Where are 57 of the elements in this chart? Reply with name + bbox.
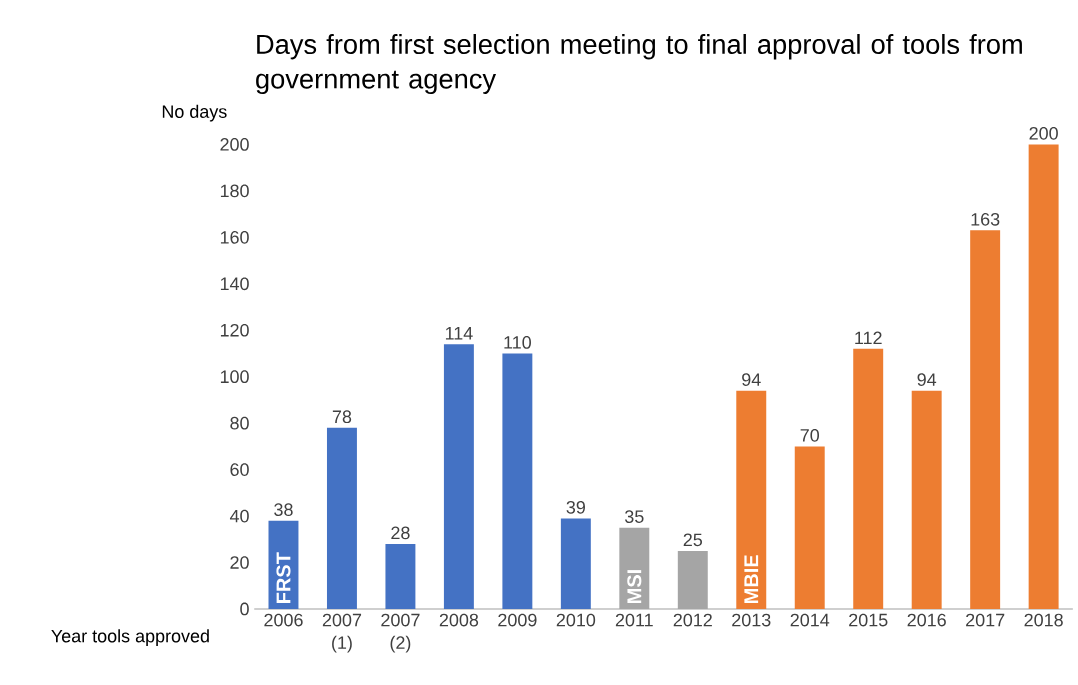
data-label: 114 bbox=[445, 327, 473, 340]
data-label: 28 bbox=[391, 526, 410, 540]
y-tick-label: 40 bbox=[229, 509, 249, 523]
bar bbox=[385, 544, 416, 610]
x-tick-label: 2017 bbox=[966, 613, 1005, 627]
y-tick-label: 0 bbox=[240, 602, 249, 616]
y-tick-label: 100 bbox=[220, 370, 249, 384]
y-tick-label: 180 bbox=[220, 184, 249, 198]
x-tick-label: 2015 bbox=[849, 613, 888, 627]
data-label: 39 bbox=[566, 501, 585, 514]
x-tick-label: 2013 bbox=[732, 613, 771, 627]
data-label: 35 bbox=[625, 510, 644, 524]
x-tick-label: 2018 bbox=[1024, 613, 1063, 627]
x-axis-title: Year tools approved bbox=[51, 629, 209, 647]
x-tick-label: 2007 (1) bbox=[322, 613, 362, 653]
data-label: 38 bbox=[274, 503, 293, 517]
data-label: 110 bbox=[504, 336, 531, 349]
bar bbox=[560, 518, 591, 610]
bar bbox=[911, 390, 942, 610]
y-tick-label: 80 bbox=[230, 416, 249, 430]
x-tick-label: 2012 bbox=[673, 613, 712, 627]
x-tick-label: 2008 bbox=[439, 613, 479, 627]
data-label: 70 bbox=[800, 429, 820, 442]
y-axis-title: No days bbox=[162, 104, 227, 122]
y-tick-label: 120 bbox=[220, 323, 249, 337]
bar bbox=[970, 230, 1001, 610]
y-tick-label: 200 bbox=[220, 138, 249, 151]
bar bbox=[736, 390, 767, 610]
data-label: 200 bbox=[1029, 127, 1058, 140]
data-label: 94 bbox=[742, 373, 761, 386]
x-tick-label: 2006 bbox=[264, 613, 303, 627]
bar bbox=[326, 427, 357, 610]
x-tick-label: 2011 bbox=[615, 613, 653, 627]
data-label: 25 bbox=[683, 533, 703, 547]
y-tick-label: 20 bbox=[230, 556, 249, 569]
x-tick-label: 2009 bbox=[498, 613, 537, 627]
annotation: MBIE bbox=[744, 555, 759, 604]
x-tick-label: 2010 bbox=[556, 613, 596, 627]
y-tick-label: 160 bbox=[220, 231, 249, 244]
bar bbox=[794, 446, 825, 610]
bar bbox=[1028, 144, 1059, 610]
y-tick-label: 140 bbox=[220, 277, 249, 291]
bar bbox=[677, 550, 708, 610]
data-label: 163 bbox=[971, 213, 1000, 226]
data-label: 78 bbox=[332, 410, 352, 424]
data-label: 112 bbox=[855, 331, 882, 345]
x-tick-label: 2014 bbox=[790, 613, 830, 627]
y-tick-label: 60 bbox=[230, 463, 249, 477]
data-label: 94 bbox=[917, 373, 937, 386]
bar bbox=[502, 353, 533, 610]
chart-title: Days from first selection meeting to final approval of tools from government agency bbox=[256, 34, 1022, 95]
bar bbox=[853, 348, 884, 610]
annotation: FRST bbox=[276, 552, 291, 604]
x-tick-label: 2016 bbox=[907, 613, 946, 627]
x-tick-label: 2007 (2) bbox=[381, 613, 420, 653]
annotation: MSI bbox=[627, 570, 642, 604]
bar bbox=[443, 344, 474, 610]
